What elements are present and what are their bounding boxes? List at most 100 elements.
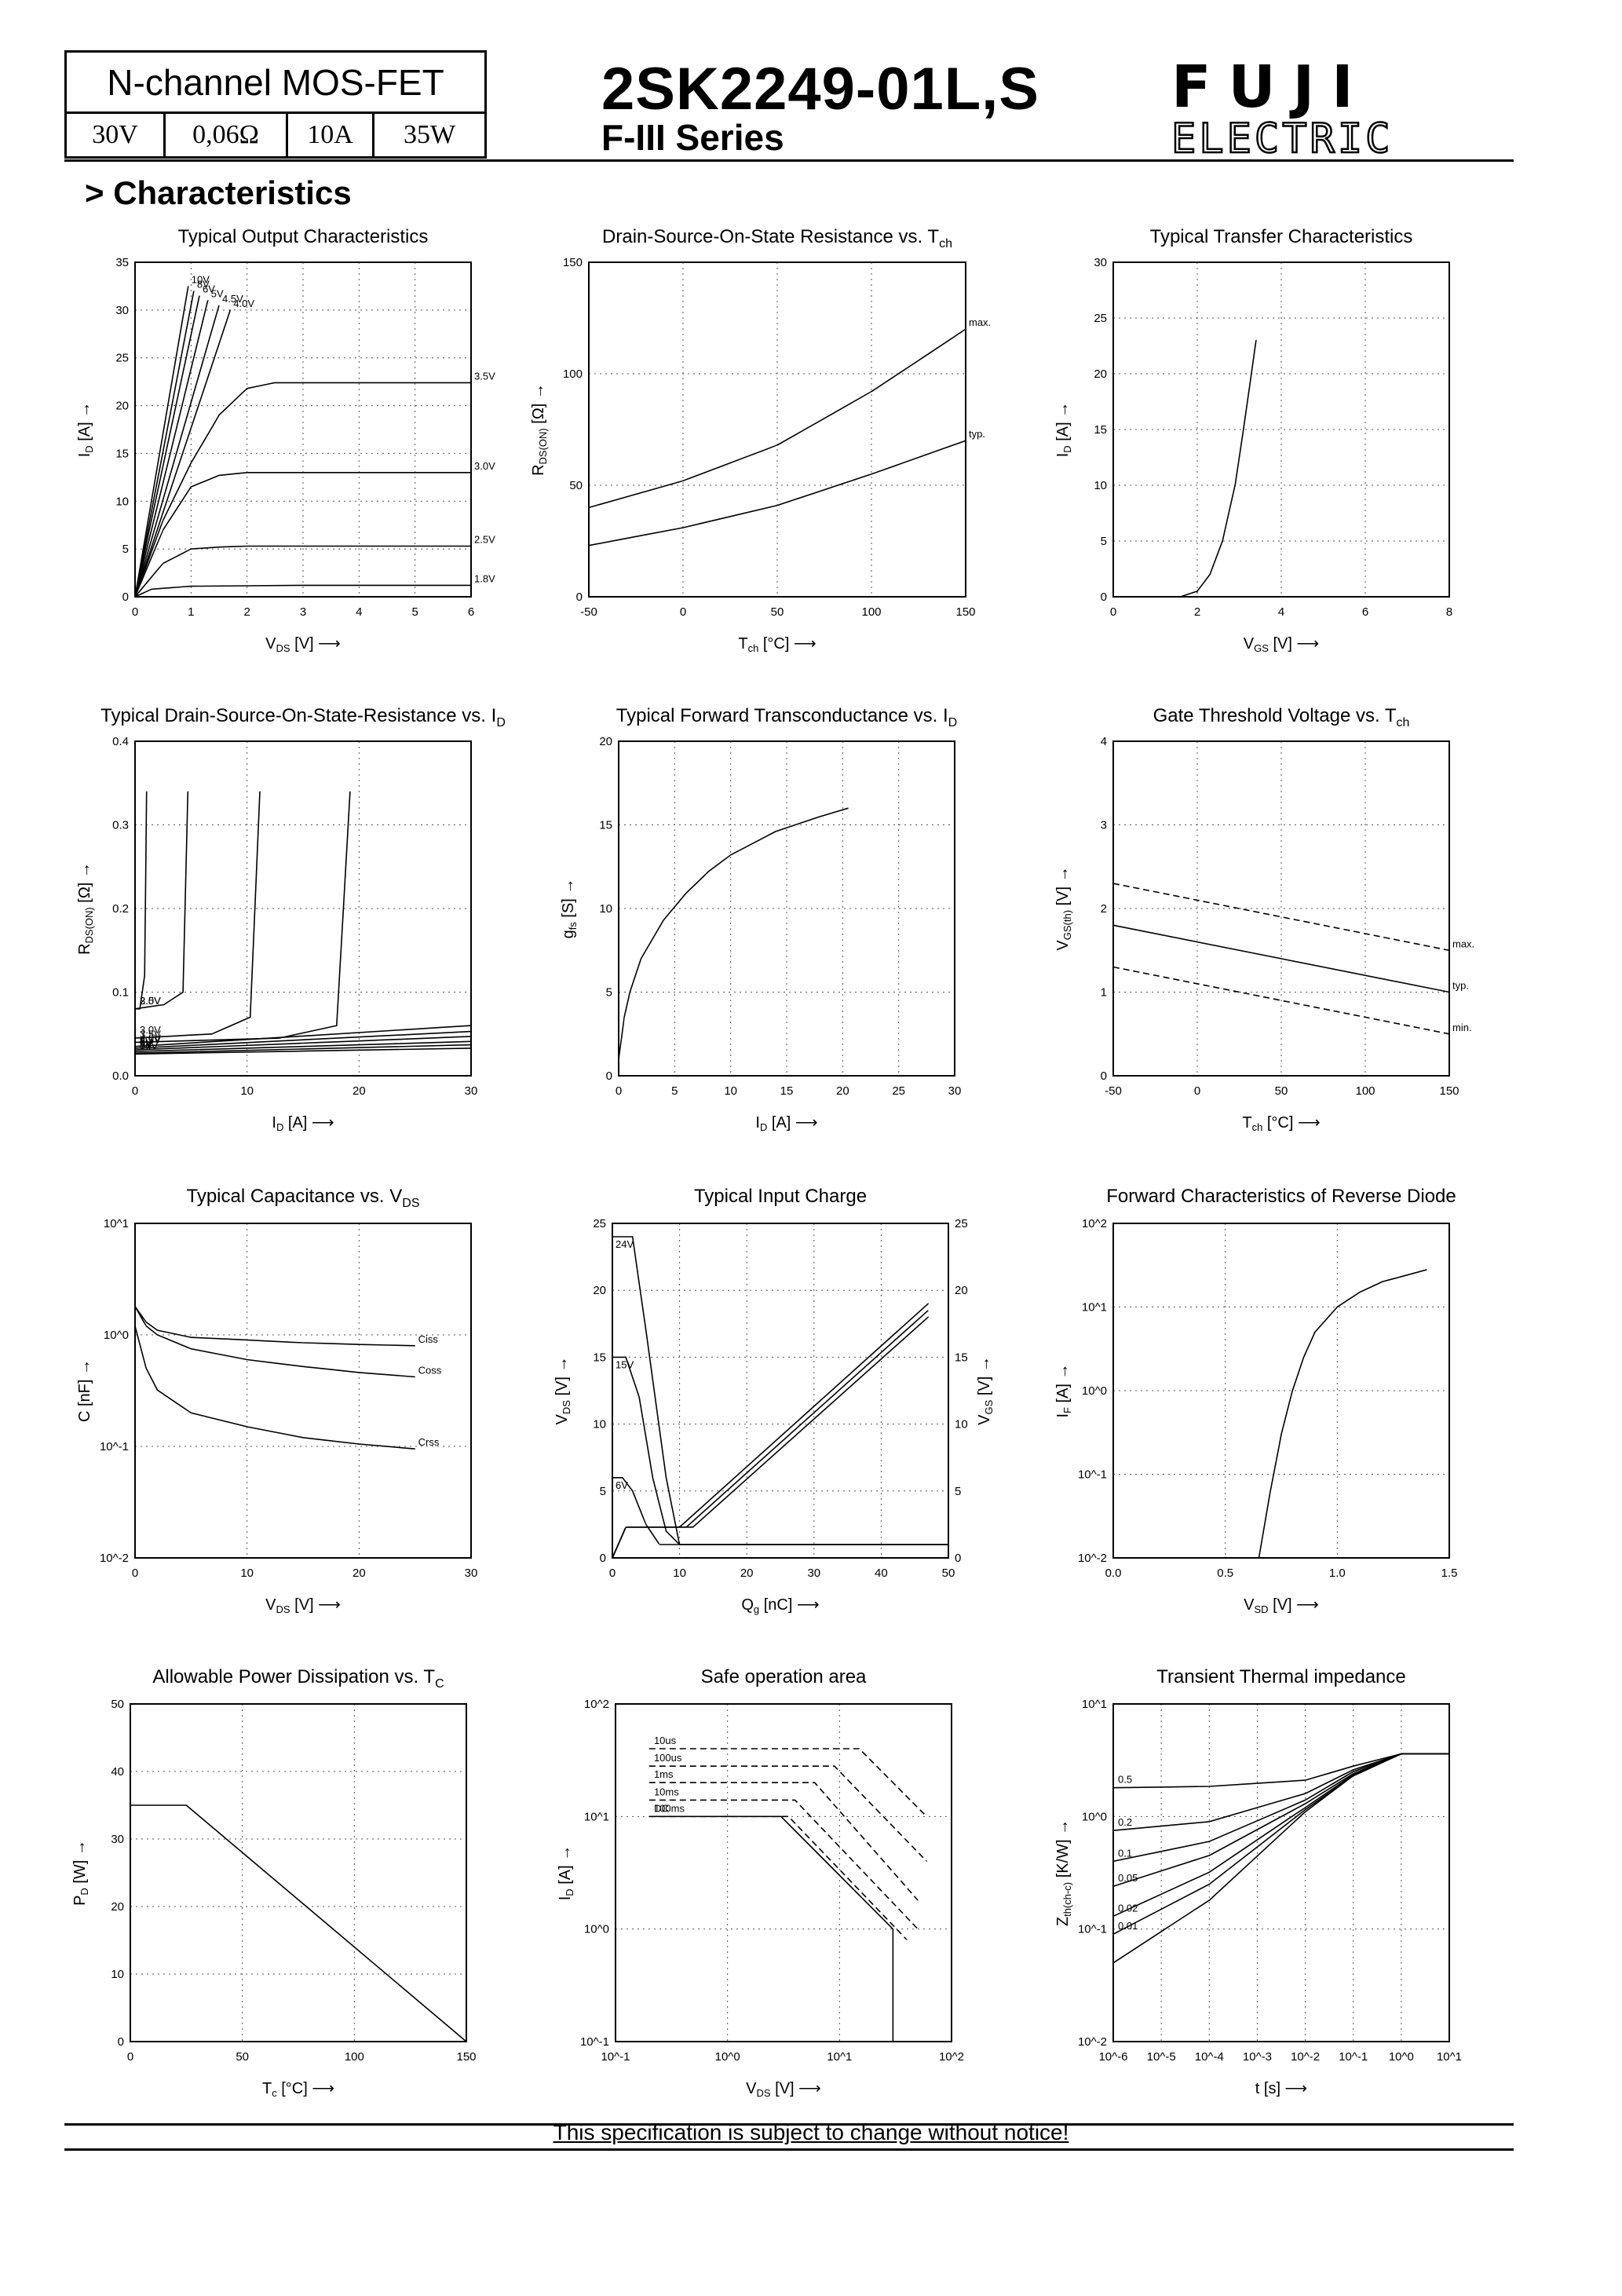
x-tick-label: 50 bbox=[236, 2050, 249, 2064]
plot-frame bbox=[1112, 261, 1450, 598]
series-line bbox=[618, 807, 849, 1059]
x-tick-label: 50 bbox=[1275, 1084, 1288, 1098]
series-label: 2.5V bbox=[474, 533, 495, 545]
y-tick-label: 10 bbox=[599, 902, 612, 916]
x-tick-label: 0 bbox=[132, 1084, 138, 1098]
y-tick-label: 25 bbox=[1094, 312, 1107, 325]
y2-axis-label: VGS [V] → bbox=[976, 1356, 995, 1425]
rating-current: 10A bbox=[288, 114, 374, 156]
series-line bbox=[134, 1025, 472, 1047]
x-tick-label: 2 bbox=[1194, 605, 1200, 619]
y-tick-label: 30 bbox=[115, 304, 129, 317]
series-line bbox=[648, 1748, 928, 1818]
series-label: 6V bbox=[140, 1037, 152, 1049]
series-line bbox=[1112, 1753, 1449, 1863]
x-tick-label: 30 bbox=[465, 1567, 478, 1580]
y-axis-label: PD [W] → bbox=[71, 1840, 90, 1906]
y-tick-label: 5 bbox=[1101, 535, 1107, 548]
y-tick-label: 10^-1 bbox=[1078, 1923, 1107, 1936]
x-axis-label: VGS [V] ⟶ bbox=[1244, 635, 1319, 654]
series-label: 6V bbox=[203, 283, 215, 295]
series-label: 1.8V bbox=[474, 572, 495, 584]
y-tick-label: 0 bbox=[576, 590, 583, 604]
y2-tick-label: 20 bbox=[955, 1284, 968, 1297]
series-line bbox=[134, 1040, 472, 1052]
y-tick-label: 20 bbox=[1094, 367, 1107, 381]
footer-note: This specification is subject to change … bbox=[0, 2120, 1622, 2145]
y-tick-label: 10^2 bbox=[1082, 1217, 1107, 1230]
y-tick-label: 5 bbox=[600, 1485, 606, 1498]
y-tick-label: 3 bbox=[1101, 819, 1107, 832]
y-tick-label: 40 bbox=[111, 1765, 124, 1779]
y-tick-label: 150 bbox=[563, 256, 583, 269]
y-tick-label: 5 bbox=[122, 543, 129, 556]
ratings-row: 30V 0,06Ω 10A 35W bbox=[67, 114, 484, 156]
series-label: 24V bbox=[616, 1238, 634, 1250]
x-tick-label: 10^-6 bbox=[1098, 2050, 1127, 2064]
y-axis-label: ID [A] → bbox=[557, 1845, 575, 1901]
y2-tick-label: 0 bbox=[955, 1552, 961, 1565]
x-tick-label: 10 bbox=[724, 1084, 737, 1098]
y-tick-label: 0.3 bbox=[112, 819, 129, 832]
series-label: typ. bbox=[969, 428, 985, 440]
x-tick-label: 30 bbox=[948, 1084, 962, 1098]
y-tick-label: 4 bbox=[1101, 735, 1107, 748]
x-tick-label: 0.5 bbox=[1217, 1567, 1233, 1580]
x-tick-label: 3 bbox=[300, 605, 306, 619]
x-tick-label: 30 bbox=[807, 1567, 820, 1580]
x-axis-label: t [s] ⟶ bbox=[1255, 2080, 1307, 2097]
series-line bbox=[130, 1804, 467, 2042]
series-line bbox=[134, 1325, 415, 1450]
series-label: Ciss bbox=[418, 1333, 439, 1345]
y-tick-label: 50 bbox=[111, 1698, 124, 1711]
part-number: 2SK2249-01L,S bbox=[601, 56, 1039, 122]
y-tick-label: 50 bbox=[569, 479, 583, 492]
series-line bbox=[134, 472, 471, 598]
y-tick-label: 0 bbox=[1101, 1069, 1107, 1083]
x-axis-label: VDS [V] ⟶ bbox=[265, 635, 341, 654]
series-label: 0.02 bbox=[1118, 1902, 1138, 1914]
x-tick-label: 1 bbox=[188, 605, 194, 619]
y-tick-label: 10^1 bbox=[1082, 1698, 1107, 1711]
series-line bbox=[134, 791, 148, 1010]
series-line bbox=[1112, 1753, 1449, 1789]
y-tick-label: 10^-1 bbox=[1078, 1468, 1107, 1482]
series-line bbox=[1112, 1753, 1449, 1887]
plot-frame bbox=[134, 740, 472, 1077]
rating-power: 35W bbox=[403, 120, 456, 149]
c7-chart: 0 10 20 30 10^-2 10^-1 10^0 10^1 Ciss Coss Crss C [… bbox=[76, 1217, 478, 1615]
y-tick-label: 10^-2 bbox=[1078, 2035, 1107, 2049]
series-line bbox=[1112, 1753, 1449, 1918]
plot-frame bbox=[134, 261, 472, 598]
series-line bbox=[1112, 1753, 1449, 1831]
y-axis-label: RDS(ON) [Ω] → bbox=[76, 862, 95, 955]
y-tick-label: 0.4 bbox=[112, 735, 129, 748]
y-tick-label: 10^1 bbox=[104, 1217, 129, 1230]
series-label: 10V bbox=[140, 1040, 158, 1051]
x-tick-label: 0 bbox=[132, 1567, 138, 1580]
series-label: 3.0V bbox=[140, 1024, 161, 1036]
series-label: 8V bbox=[197, 279, 210, 291]
y-tick-label: 20 bbox=[111, 1900, 124, 1914]
plot-frame bbox=[1112, 740, 1450, 1077]
y-tick-label: 20 bbox=[599, 735, 612, 748]
x-tick-label: 20 bbox=[353, 1084, 366, 1098]
x-tick-label: 6 bbox=[1362, 605, 1368, 619]
x-axis-label: ID [A] ⟶ bbox=[755, 1114, 817, 1133]
series-label: 10V bbox=[192, 273, 210, 285]
c10-chart: 0 50 100 150 0 10 20 30 40 50 PD [W] → Tc [°C] ⟶ bbox=[71, 1698, 477, 2099]
y-tick-label: 10^1 bbox=[584, 1810, 609, 1823]
x-tick-label: 10^-1 bbox=[1339, 2050, 1368, 2064]
y-tick-label: 10 bbox=[593, 1418, 606, 1431]
x-tick-label: 0 bbox=[132, 605, 138, 619]
series-label: DC bbox=[654, 1802, 669, 1814]
x-tick-label: 10^-1 bbox=[601, 2050, 630, 2064]
rating-box: N-channel MOS-FET 30V 0,06Ω 10A 35W bbox=[64, 50, 487, 159]
y-axis-label: IF [A] → bbox=[1054, 1363, 1073, 1417]
y2-tick-label: 5 bbox=[955, 1485, 961, 1498]
y-tick-label: 10^1 bbox=[1082, 1301, 1107, 1314]
series-label: 10ms bbox=[654, 1786, 679, 1797]
y-tick-label: 10^0 bbox=[104, 1329, 129, 1342]
c8-title: Typical Input Charge bbox=[693, 1186, 868, 1207]
